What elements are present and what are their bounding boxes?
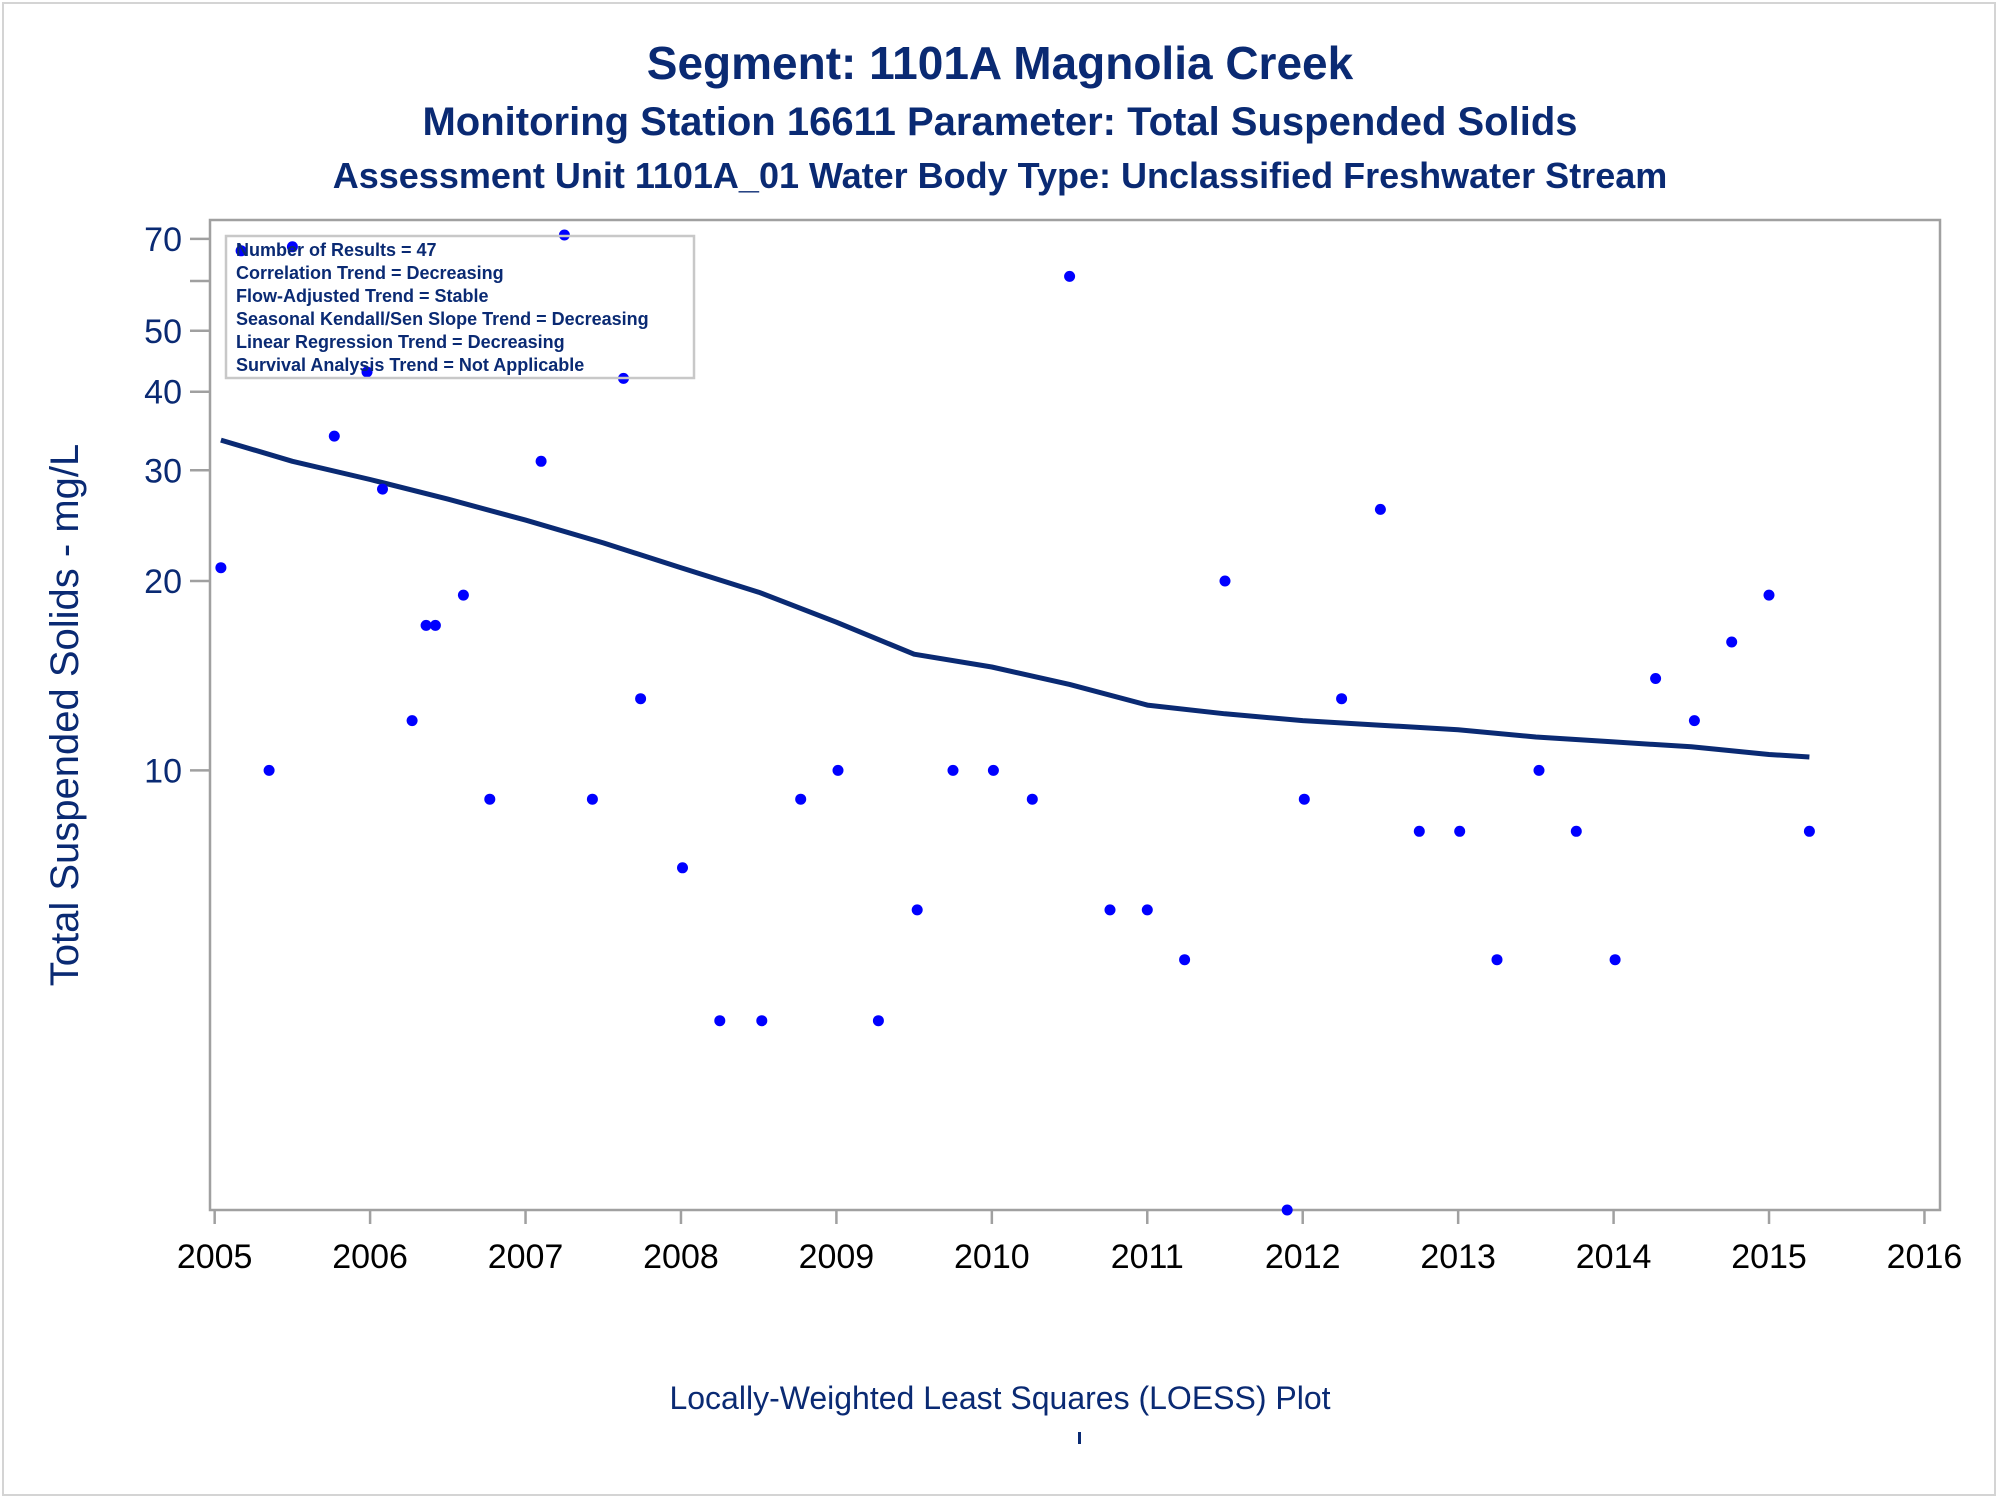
data-point [286, 241, 298, 253]
x-tick-label: 2005 [177, 1238, 253, 1276]
data-point [215, 562, 227, 574]
data-point [235, 245, 247, 257]
data-point [635, 693, 647, 705]
data-point [1026, 793, 1038, 805]
data-point [429, 619, 441, 631]
stats-box: Number of Results = 47 Correlation Trend… [224, 234, 696, 380]
loess-trend-line [220, 437, 1810, 760]
plot-footnote: Locally-Weighted Least Squares (LOESS) P… [669, 1380, 1331, 1416]
data-point [361, 366, 373, 378]
data-point [756, 1015, 768, 1027]
y-tick-label: 70 [144, 221, 182, 259]
data-point [1219, 575, 1231, 587]
x-tick-label: 2011 [1111, 1238, 1184, 1276]
data-point [1298, 793, 1310, 805]
plot-area [208, 218, 1942, 1212]
data-point [1650, 673, 1662, 684]
data-point [1533, 764, 1545, 776]
data-point [1726, 636, 1738, 648]
data-point [1570, 825, 1582, 837]
x-tick-label: 2010 [954, 1238, 1030, 1276]
chart-subtitle-station: Monitoring Station 16611 Parameter: Tota… [422, 100, 1578, 144]
data-point [328, 430, 340, 442]
data-point [911, 904, 923, 916]
data-point [1374, 503, 1386, 515]
data-point [1104, 904, 1116, 916]
stats-line-flow-adjusted: Flow-Adjusted Trend = Stable [236, 286, 489, 306]
data-point [1413, 825, 1425, 837]
data-point [1763, 589, 1775, 601]
data-point [714, 1015, 726, 1027]
chart-subtitle-assessment: Assessment Unit 1101A_01 Water Body Type… [332, 155, 1668, 196]
stats-line-linear-regression: Linear Regression Trend = Decreasing [236, 332, 565, 352]
x-axis-ticks: 2005 2006 2007 2008 2009 2010 2011 2012 2013 2014… [177, 1210, 1962, 1276]
data-point [832, 764, 844, 776]
y-tick-label: 10 [144, 752, 182, 790]
data-point [377, 483, 388, 495]
data-point [263, 764, 275, 776]
data-point [420, 619, 432, 631]
data-point [795, 793, 807, 805]
stats-line-correlation: Correlation Trend = Decreasing [236, 263, 504, 283]
footnote-mark [1078, 1432, 1081, 1444]
x-tick-label: 2014 [1576, 1238, 1652, 1276]
x-tick-label: 2013 [1420, 1238, 1496, 1276]
data-point [677, 862, 688, 874]
stats-box-border [224, 234, 696, 380]
y-tick-label: 50 [144, 313, 182, 351]
data-point [1281, 1204, 1293, 1216]
x-tick-label: 2008 [643, 1238, 719, 1276]
y-tick-label: 20 [144, 563, 182, 601]
x-tick-label: 2015 [1731, 1238, 1807, 1276]
x-tick-label: 2016 [1887, 1238, 1963, 1276]
data-point [872, 1015, 884, 1027]
data-point [947, 764, 959, 776]
stats-line-results: Number of Results = 47 [236, 240, 437, 260]
data-point [535, 455, 547, 467]
data-point [1141, 904, 1153, 916]
data-point [1336, 693, 1348, 705]
stats-line-survival: Survival Analysis Trend = Not Applicable [236, 355, 584, 375]
data-point [484, 793, 496, 805]
data-point [406, 715, 418, 727]
y-axis-ticks: 10 20 30 40 50 70 [144, 221, 210, 790]
y-axis-label: Total Suspended Solids - mg/L [43, 444, 87, 987]
data-point [1179, 954, 1191, 966]
chart-title: Segment: 1101A Magnolia Creek [646, 37, 1354, 89]
data-point [1688, 715, 1700, 727]
data-point [1803, 825, 1815, 837]
data-point [1064, 270, 1076, 282]
y-tick-label: 30 [144, 452, 182, 490]
data-point [1454, 825, 1466, 837]
y-tick-label: 40 [144, 374, 182, 412]
x-tick-label: 2012 [1265, 1238, 1341, 1276]
x-tick-label: 2006 [332, 1238, 408, 1276]
data-point [586, 793, 598, 805]
stats-line-seasonal-kendall: Seasonal Kendall/Sen Slope Trend = Decre… [236, 309, 649, 329]
data-point [457, 589, 469, 601]
x-tick-label: 2007 [488, 1238, 564, 1276]
data-point [1491, 954, 1503, 966]
data-points [215, 229, 1815, 1216]
data-point [1609, 954, 1621, 966]
data-point [987, 764, 999, 776]
x-tick-label: 2009 [799, 1238, 875, 1276]
